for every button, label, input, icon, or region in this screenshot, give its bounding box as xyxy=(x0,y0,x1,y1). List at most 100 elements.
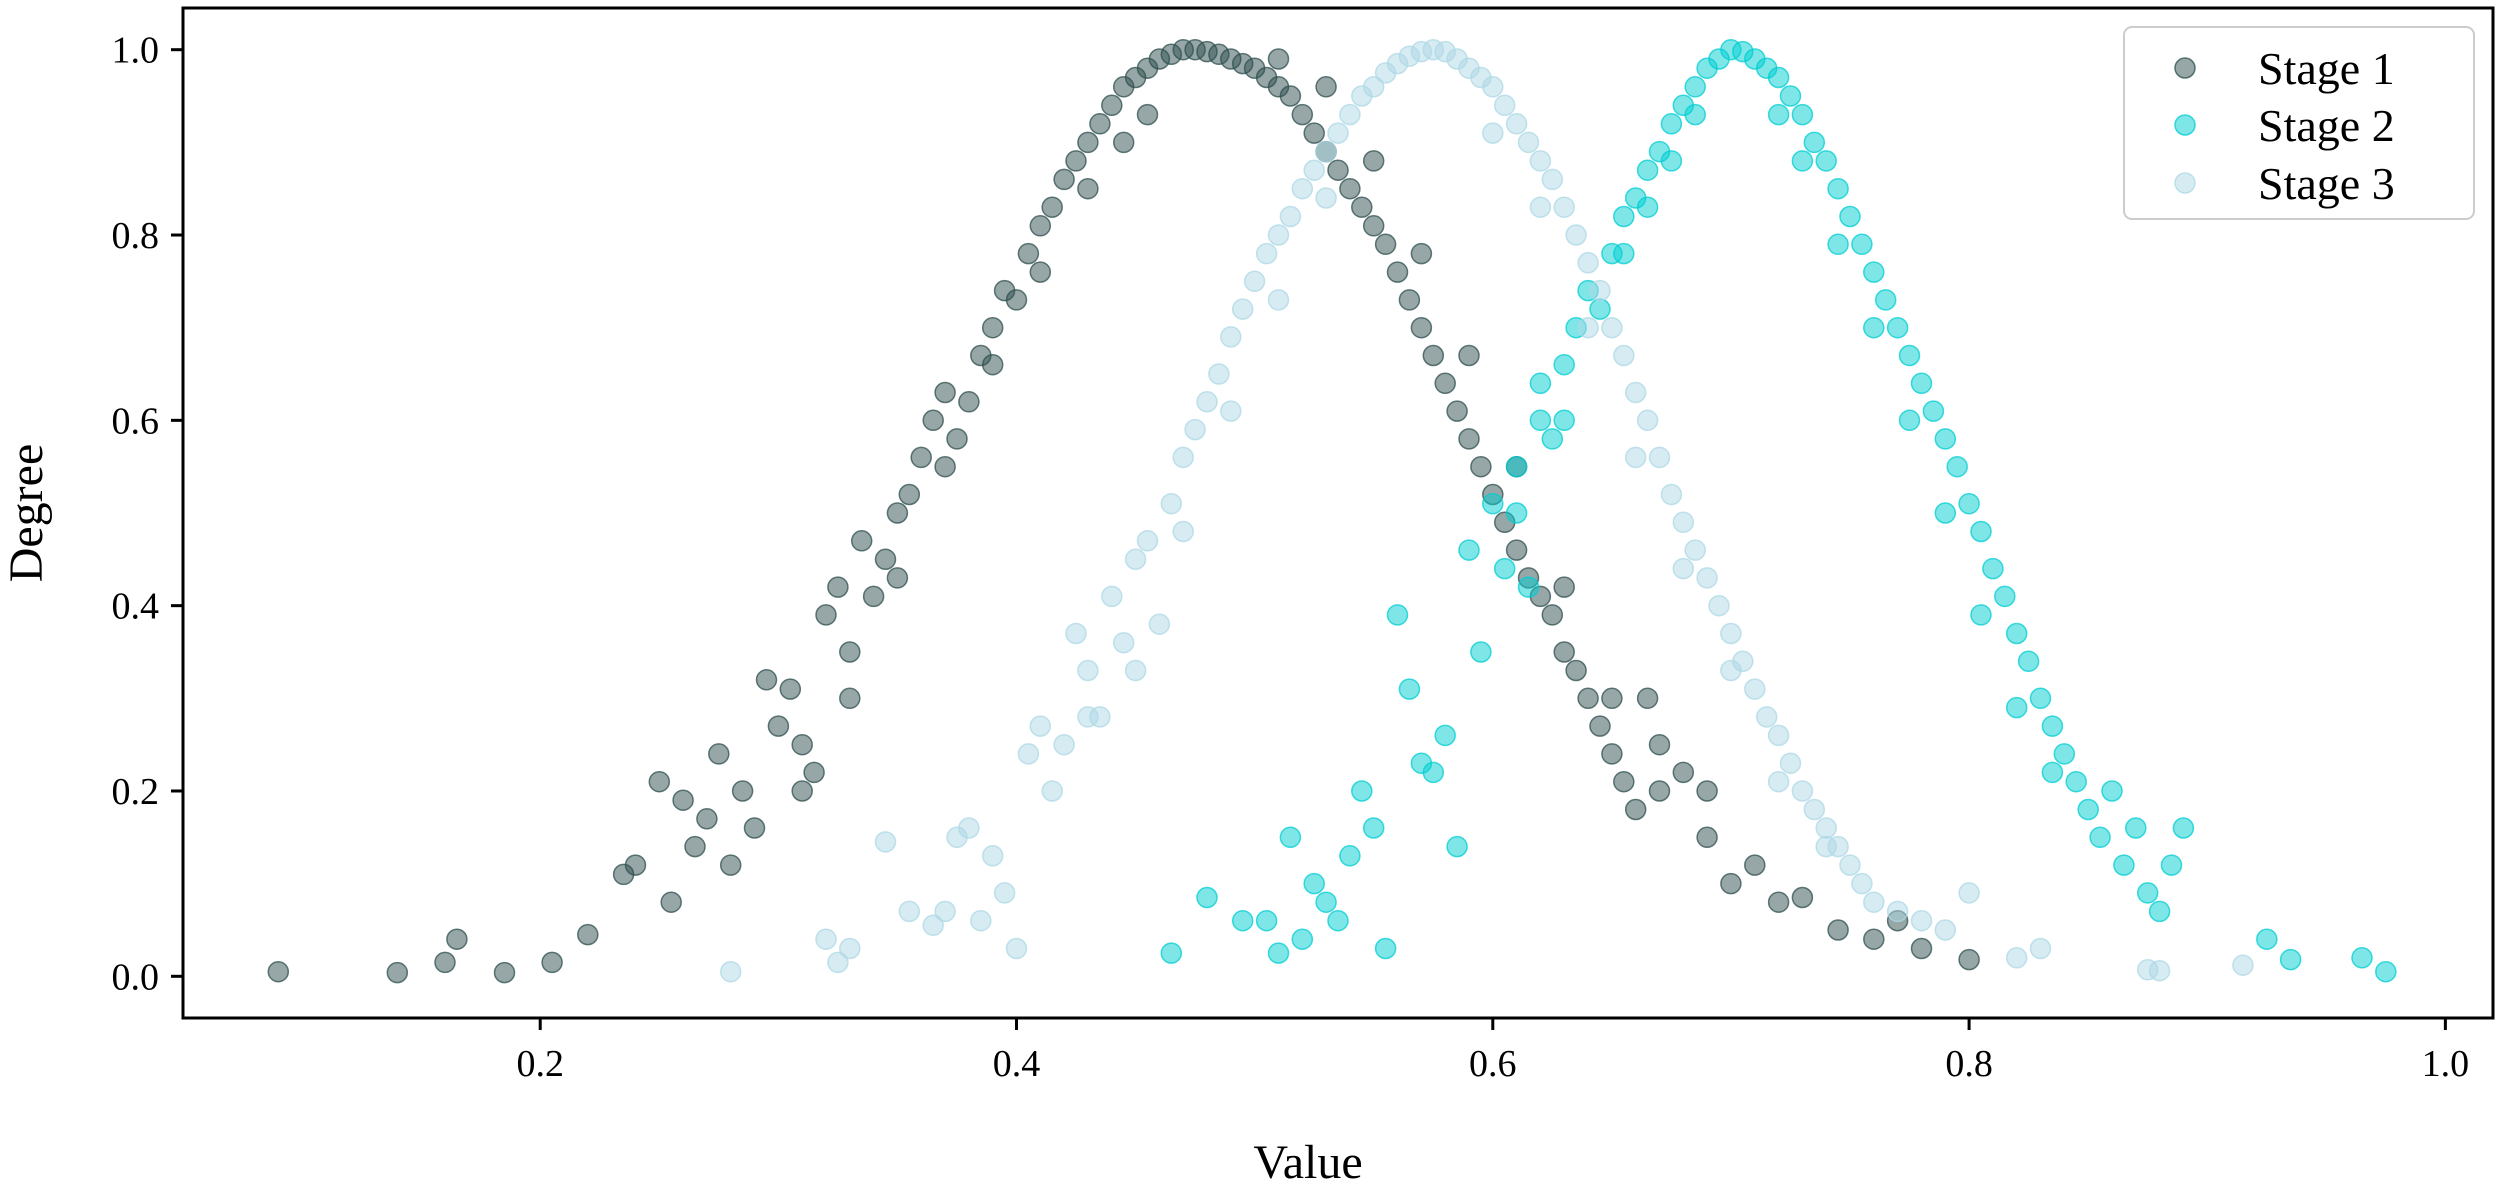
point-stage-1-35 xyxy=(958,391,980,413)
point-stage-3-19 xyxy=(1077,659,1099,682)
point-stage-2-5 xyxy=(1279,826,1302,849)
point-stage-1-12 xyxy=(684,835,706,858)
point-stage-3-105 xyxy=(1672,557,1695,580)
point-stage-2-0 xyxy=(1160,942,1183,964)
point-stage-2-12 xyxy=(1362,817,1385,839)
legend-marker-stage-3 xyxy=(2174,172,2196,194)
point-stage-1-23 xyxy=(815,604,837,626)
point-stage-3-57 xyxy=(1529,150,1552,172)
point-stage-1-69 xyxy=(1362,215,1385,237)
point-stage-1-115 xyxy=(1315,76,1337,98)
point-stage-2-93 xyxy=(1898,409,1921,432)
legend-label-stage-3: Stage 3 xyxy=(2258,158,2395,209)
point-stage-1-118 xyxy=(1458,344,1480,367)
point-stage-3-77 xyxy=(1767,724,1790,747)
y-tick-label-4: 0.8 xyxy=(112,215,160,257)
point-stage-3-86 xyxy=(1886,900,1909,923)
x-axis-ticks: 0.2 0.4 0.6 0.8 1.0 xyxy=(516,1018,2469,1085)
point-stage-2-85 xyxy=(1613,242,1635,265)
point-stage-3-80 xyxy=(1803,798,1826,821)
point-stage-1-92 xyxy=(1636,687,1659,710)
y-tick-label-3: 0.6 xyxy=(112,400,160,442)
point-stage-2-11 xyxy=(1351,780,1373,802)
point-stage-2-70 xyxy=(2053,743,2076,765)
point-stage-1-81 xyxy=(1505,539,1528,561)
point-stage-2-95 xyxy=(1970,604,1992,626)
point-stage-2-31 xyxy=(1589,298,1611,320)
point-stage-2-99 xyxy=(1553,409,1575,432)
point-stage-1-72 xyxy=(1398,289,1421,311)
point-stage-2-60 xyxy=(1934,428,1957,450)
point-stage-2-87 xyxy=(1660,150,1683,172)
point-stage-1-103 xyxy=(1910,937,1933,960)
point-stage-3-75 xyxy=(1744,678,1766,700)
point-stage-2-54 xyxy=(1863,261,1885,283)
point-stage-3-93 xyxy=(2148,959,2171,982)
point-stage-1-116 xyxy=(1362,150,1385,172)
point-stage-1-27 xyxy=(862,585,885,608)
point-stage-3-91 xyxy=(2029,937,2052,960)
point-stage-1-106 xyxy=(1136,103,1159,126)
point-stage-3-83 xyxy=(1839,854,1861,876)
point-stage-1-64 xyxy=(1303,122,1325,144)
point-stage-3-94 xyxy=(2232,954,2254,976)
point-stage-1-14 xyxy=(708,743,730,765)
point-stage-3-104 xyxy=(1624,446,1647,469)
point-stage-1-20 xyxy=(779,678,802,700)
point-stage-1-114 xyxy=(1267,48,1290,70)
point-stage-3-37 xyxy=(1291,177,1314,200)
point-stage-1-97 xyxy=(1744,854,1766,876)
point-stage-3-81 xyxy=(1815,817,1837,839)
data-points-layer xyxy=(267,38,2397,984)
point-stage-2-97 xyxy=(2041,761,2064,784)
point-stage-2-64 xyxy=(1982,557,2004,580)
point-stage-2-81 xyxy=(2256,928,2278,950)
point-stage-3-59 xyxy=(1553,196,1575,218)
point-stage-2-66 xyxy=(2005,622,2028,645)
point-stage-2-86 xyxy=(1636,196,1659,218)
point-stage-1-99 xyxy=(1791,886,1814,909)
legend-frame xyxy=(2123,26,2475,220)
point-stage-3-85 xyxy=(1863,891,1885,913)
point-stage-2-53 xyxy=(1851,233,1873,256)
point-stage-2-80 xyxy=(2172,817,2195,839)
point-stage-3-72 xyxy=(1708,594,1730,617)
point-stage-1-37 xyxy=(981,316,1004,339)
point-stage-2-35 xyxy=(1636,159,1659,181)
point-stage-3-107 xyxy=(1767,770,1790,793)
point-stage-3-103 xyxy=(1577,316,1599,339)
point-stage-1-88 xyxy=(1589,715,1611,737)
point-stage-3-102 xyxy=(1529,196,1552,218)
point-stage-2-91 xyxy=(1827,233,1849,256)
point-stage-2-18 xyxy=(1434,724,1456,747)
point-stage-1-109 xyxy=(981,353,1004,376)
point-stage-1-75 xyxy=(1434,372,1456,395)
point-stage-3-27 xyxy=(1172,446,1194,469)
legend-marker-stage-1 xyxy=(2174,57,2196,79)
point-stage-3-87 xyxy=(1910,909,1933,932)
point-stage-2-71 xyxy=(2065,770,2087,793)
point-stage-2-17 xyxy=(1422,761,1445,784)
point-stage-1-68 xyxy=(1351,196,1373,218)
point-stage-3-34 xyxy=(1255,242,1278,265)
point-stage-1-101 xyxy=(1863,928,1885,950)
point-stage-2-51 xyxy=(1827,177,1849,200)
point-stage-3-22 xyxy=(1112,631,1135,654)
point-stage-1-93 xyxy=(1648,780,1671,802)
point-stage-2-48 xyxy=(1791,103,1814,126)
point-stage-1-70 xyxy=(1374,233,1397,256)
point-stage-1-21 xyxy=(791,733,813,756)
point-stage-1-122 xyxy=(1648,733,1671,756)
point-stage-1-4 xyxy=(493,961,516,984)
x-axis-label: Value xyxy=(1253,1136,1362,1189)
point-stage-3-29 xyxy=(1196,391,1218,413)
point-stage-3-6 xyxy=(922,914,944,937)
point-stage-2-15 xyxy=(1398,678,1421,700)
point-stage-3-4 xyxy=(874,831,897,853)
point-stage-2-1 xyxy=(1196,886,1218,909)
point-stage-1-105 xyxy=(1112,131,1135,154)
point-stage-2-79 xyxy=(2160,854,2183,876)
series-stage-1 xyxy=(267,38,1980,984)
point-stage-3-78 xyxy=(1779,752,1802,774)
point-stage-1-74 xyxy=(1422,344,1445,367)
